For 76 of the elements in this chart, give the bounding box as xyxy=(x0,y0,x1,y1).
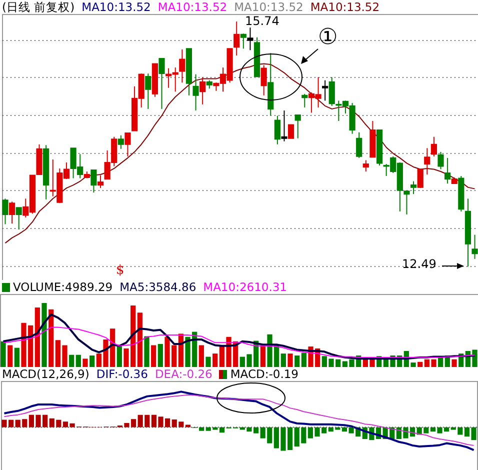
candlestick xyxy=(362,160,369,172)
bar xyxy=(34,307,40,367)
candlestick xyxy=(179,48,186,84)
candlestick xyxy=(247,27,254,51)
candlestick xyxy=(97,174,104,189)
bar xyxy=(69,354,74,367)
candlestick xyxy=(192,74,199,111)
candlestick xyxy=(124,132,131,157)
bar xyxy=(185,424,191,428)
bar xyxy=(452,359,457,367)
candlestick xyxy=(322,80,328,102)
candlestick xyxy=(328,76,335,106)
candlestick xyxy=(2,198,8,225)
bar xyxy=(260,345,266,367)
text: MA5:3584.86 xyxy=(120,280,196,294)
bar xyxy=(438,357,444,367)
bar xyxy=(8,345,13,367)
candlestick xyxy=(145,73,152,110)
bar xyxy=(137,312,142,367)
bar xyxy=(158,344,163,367)
bar xyxy=(280,354,286,367)
bar xyxy=(90,355,95,367)
candlestick xyxy=(410,180,417,195)
candlestick xyxy=(288,124,294,139)
candlestick xyxy=(302,93,308,108)
candlestick xyxy=(438,151,444,170)
bar xyxy=(0,341,6,367)
candlestick xyxy=(260,64,267,96)
candlestick xyxy=(417,168,424,189)
bar xyxy=(82,358,88,367)
bar xyxy=(288,354,293,367)
bar xyxy=(151,345,156,367)
candlestick xyxy=(356,132,362,158)
bar xyxy=(206,356,211,367)
annotation: $ xyxy=(116,263,124,278)
annotation: ① xyxy=(318,24,338,50)
bar xyxy=(199,427,204,431)
series-label: DEA:-0.26 xyxy=(154,367,212,381)
annotation: MA10:13.52 xyxy=(234,0,304,14)
annotation: 12.49 xyxy=(402,257,436,271)
bar xyxy=(144,336,150,367)
bar xyxy=(418,362,423,367)
candlestick xyxy=(274,115,280,145)
bar xyxy=(76,354,81,367)
chart-title: (日线 前复权) xyxy=(2,0,75,14)
candlestick xyxy=(472,234,478,260)
annotation: MA10:13.52 xyxy=(82,0,151,14)
series-label: DIF:-0.36 xyxy=(96,367,148,381)
bar xyxy=(198,345,204,367)
legend-label: VOLUME:4989.29 xyxy=(13,280,113,294)
bar xyxy=(294,355,300,367)
candlestick xyxy=(118,134,124,150)
candlestick xyxy=(158,58,165,110)
text: MA10:13.52 xyxy=(310,0,380,14)
annotation: 15.74 xyxy=(245,14,280,28)
candlestick xyxy=(281,110,288,142)
candlestick xyxy=(234,21,240,56)
bar xyxy=(42,302,47,367)
legend-label: MACD:-0.19 xyxy=(230,367,298,381)
candlestick xyxy=(200,76,206,105)
candlestick xyxy=(8,201,16,224)
candlestick xyxy=(240,33,246,50)
candlestick xyxy=(90,169,97,194)
text: MA10:2610.31 xyxy=(203,280,287,294)
bar xyxy=(301,352,306,367)
bar xyxy=(48,309,54,367)
bar xyxy=(14,348,20,367)
candlestick xyxy=(294,114,301,139)
bar xyxy=(212,354,218,367)
candlestick xyxy=(444,157,451,184)
candlestick xyxy=(16,207,22,230)
chart-title: MACD(12,26,9) xyxy=(2,367,90,381)
annotation: MA10:13.52 xyxy=(158,0,228,14)
bar xyxy=(116,346,122,367)
candlestick xyxy=(424,148,430,176)
candlestick xyxy=(430,136,437,157)
